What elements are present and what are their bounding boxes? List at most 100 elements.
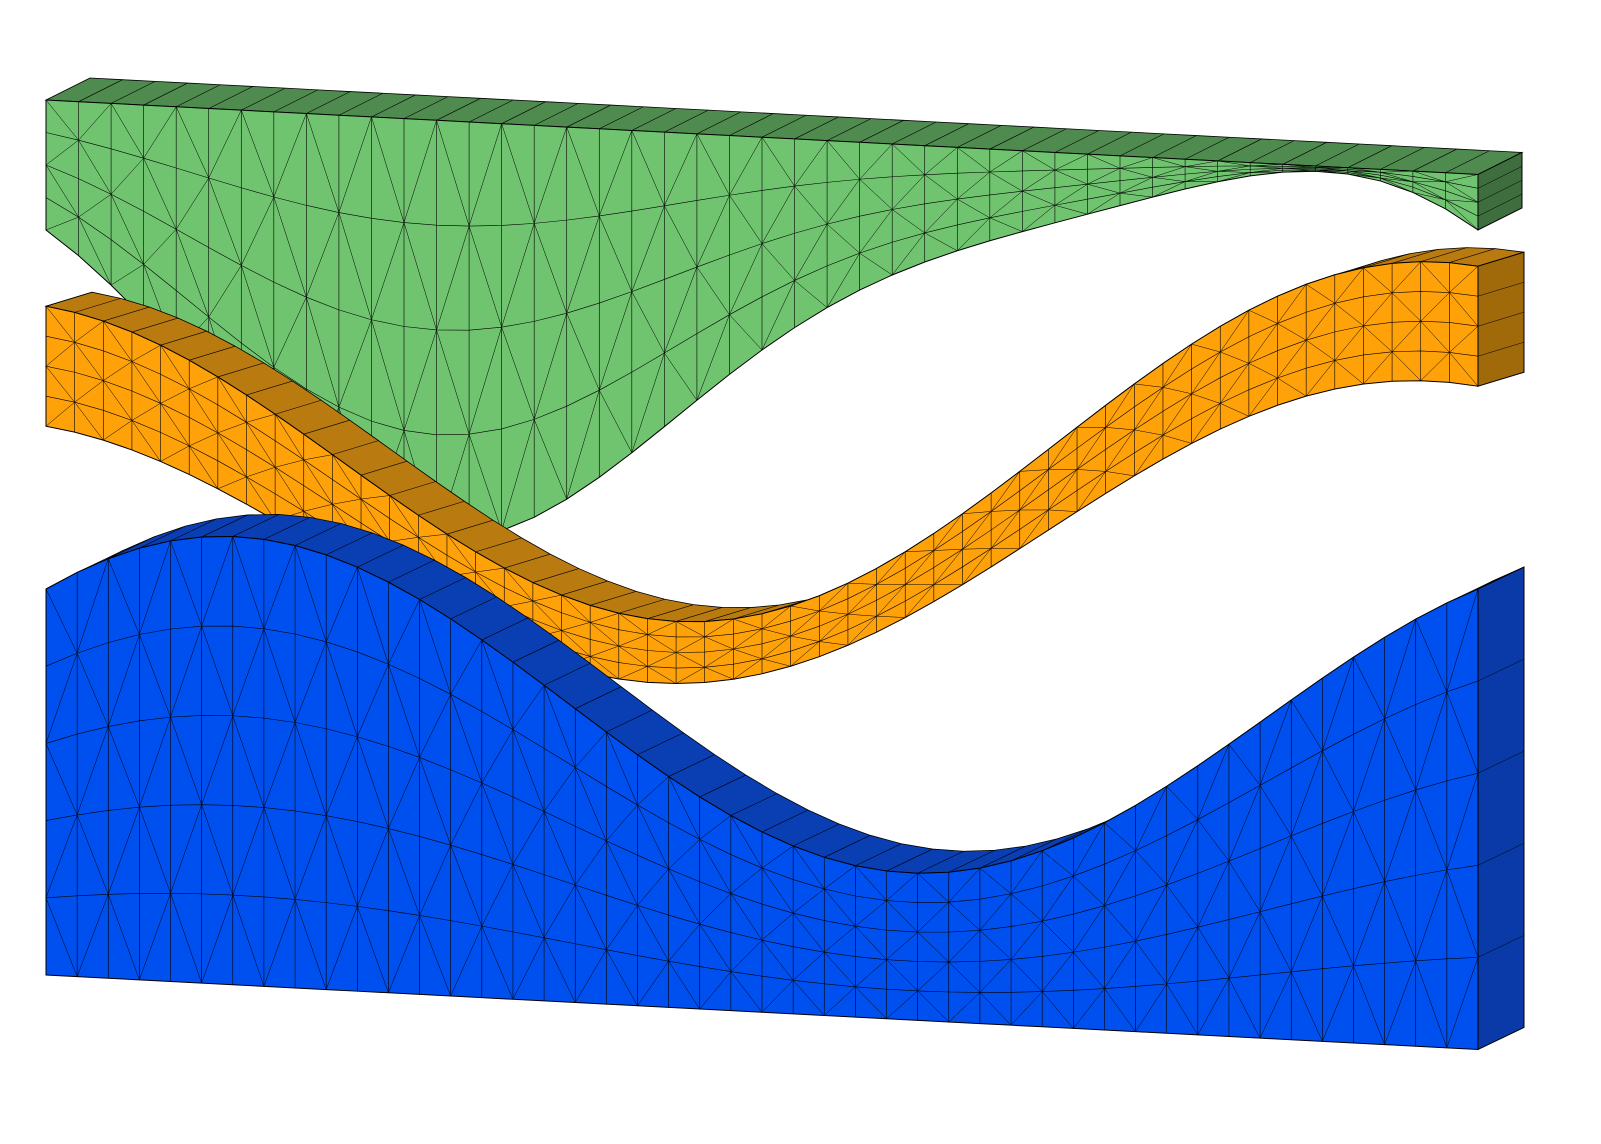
top-mesh-line <box>468 327 502 435</box>
middle-mesh-line <box>1019 509 1049 549</box>
bottom-mesh-line <box>917 931 949 963</box>
top-mesh-line <box>989 150 1023 173</box>
middle-mesh-line <box>590 645 619 657</box>
bottom-mesh-line <box>170 893 202 984</box>
bottom-mesh-line <box>201 804 234 896</box>
bottom-mesh-line <box>1166 884 1199 928</box>
middle-mesh-line <box>675 667 705 684</box>
top-mesh-line <box>1445 181 1479 203</box>
top-mesh-line <box>208 177 242 266</box>
bottom-mesh-line <box>450 639 483 695</box>
top-mesh-line <box>859 252 893 276</box>
top-strip-edge <box>273 89 318 113</box>
top-mesh-line <box>1119 192 1153 198</box>
bottom-strip-edge <box>948 849 995 873</box>
top-mesh-line <box>1380 170 1413 173</box>
middle-mesh-line <box>217 422 247 434</box>
middle-mesh-line <box>1449 266 1479 293</box>
bottom-mesh-line <box>232 807 265 896</box>
top-mesh-line <box>859 179 893 210</box>
middle-mesh-line <box>361 495 390 500</box>
middle-mesh-line <box>847 613 877 617</box>
top-mesh-line <box>729 243 763 315</box>
bottom-strip-edge <box>170 518 217 542</box>
bottom-mesh-line <box>917 873 949 903</box>
middle-mesh-line <box>103 420 133 441</box>
bottom-strip-edge <box>419 577 466 600</box>
top-mesh-line <box>1380 177 1414 193</box>
bottom-mesh-line <box>606 905 638 950</box>
top-mesh-line <box>143 158 177 230</box>
top-mesh-line <box>892 209 925 234</box>
bottom-mesh-line <box>1010 991 1043 1026</box>
bottom-mesh-line <box>699 971 732 1010</box>
bottom-strip-edge <box>388 559 435 583</box>
middle-mesh-line <box>1191 343 1221 353</box>
bottom-mesh-line <box>388 828 420 916</box>
middle-strip-edge <box>45 291 93 307</box>
middle-mesh-line <box>1391 320 1421 352</box>
bottom-mesh-line <box>1104 850 1136 906</box>
top-mesh-line <box>273 113 307 198</box>
middle-mesh-line <box>418 533 447 538</box>
bottom-mesh-line <box>637 905 669 962</box>
bottom-mesh-line <box>76 558 109 654</box>
bottom-mesh-line <box>637 868 669 906</box>
top-strip-edge <box>143 82 188 106</box>
middle-mesh-line <box>1391 351 1421 381</box>
top-mesh-line <box>1152 166 1186 178</box>
middle-mesh-line <box>1477 341 1525 357</box>
middle-strip-edge <box>1363 253 1410 269</box>
top-mesh-line <box>1054 153 1088 171</box>
middle-mesh-line <box>1162 343 1192 388</box>
bottom-mesh-line <box>1353 718 1385 812</box>
bottom-mesh-line <box>76 894 109 977</box>
bottom-strip-edge <box>326 532 373 556</box>
bottom-mesh-line <box>824 865 856 890</box>
top-mesh-line <box>241 196 275 266</box>
bottom-mesh-line <box>450 926 483 997</box>
middle-mesh-line <box>131 403 161 421</box>
top-mesh-line <box>533 126 567 224</box>
bottom-mesh-line <box>699 815 732 840</box>
top-mesh-line <box>403 329 437 431</box>
bottom-mesh-line <box>668 839 700 870</box>
top-mesh-line <box>143 106 177 159</box>
bottom-mesh-line <box>979 992 1012 1026</box>
top-mesh-line <box>45 216 79 231</box>
top-mesh-line <box>1054 169 1088 185</box>
top-mesh-line <box>241 265 275 368</box>
top-mesh-line <box>306 212 340 298</box>
top-strip-edge <box>924 123 969 146</box>
bottom-mesh-line <box>1104 822 1136 851</box>
bottom-mesh-line <box>948 901 981 931</box>
bottom-strip-edge <box>730 793 777 816</box>
middle-mesh-line <box>1449 292 1479 327</box>
middle-mesh-line <box>1220 363 1250 404</box>
top-mesh-line <box>989 190 1023 219</box>
middle-mesh-line <box>1248 363 1278 379</box>
top-mesh-line <box>1282 164 1316 168</box>
top-mesh-line <box>1380 177 1413 183</box>
middle-strip-edge <box>618 598 665 614</box>
middle-mesh-line <box>819 582 849 612</box>
bottom-strip-edge <box>1010 838 1058 862</box>
middle-strip-edge <box>733 604 780 620</box>
bottom-mesh-line <box>1446 869 1479 958</box>
middle-mesh-line <box>991 509 1020 512</box>
top-mesh-line <box>891 174 925 210</box>
middle-mesh-line <box>1420 261 1450 293</box>
middle-mesh-line <box>618 634 648 647</box>
bottom-mesh-line <box>481 782 514 865</box>
top-mesh-line <box>924 174 958 200</box>
bottom-mesh-line <box>948 867 981 903</box>
middle-mesh-line <box>1134 383 1163 388</box>
middle-mesh-line <box>590 656 619 680</box>
bottom-mesh-line <box>232 536 265 629</box>
middle-mesh-line <box>532 600 562 631</box>
bottom-mesh-line <box>1415 960 1448 1048</box>
middle-mesh-line <box>1305 303 1335 341</box>
bottom-mesh-line <box>543 685 576 768</box>
bottom-mesh-line <box>108 634 140 727</box>
top-mesh-line <box>45 164 79 218</box>
